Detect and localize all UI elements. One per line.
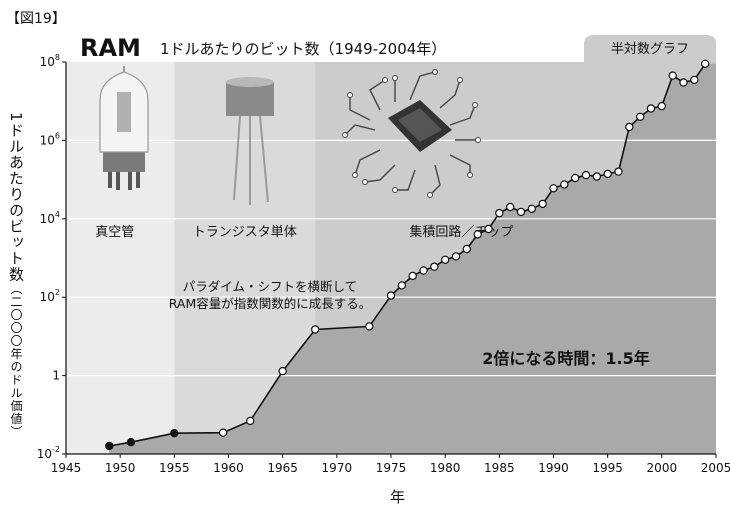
y-axis-ticks: 10-2 1 102 104 106 108 <box>37 53 66 461</box>
x-tick-label: 1980 <box>430 461 461 475</box>
transistor-icon <box>226 77 274 205</box>
data-point <box>473 230 482 239</box>
scale-tag: 半対数グラフ <box>584 35 716 62</box>
y-axis-label-text: 1ドルあたりのビット数 <box>7 112 25 283</box>
data-point <box>690 75 699 85</box>
data-point <box>614 167 623 176</box>
x-tick-label: 1970 <box>322 461 353 475</box>
y-tick-label: 10-2 <box>37 445 60 461</box>
era-label: 真空管 <box>95 225 134 240</box>
data-point <box>386 291 396 300</box>
data-point <box>581 170 591 180</box>
x-tick-label: 1945 <box>51 461 82 475</box>
data-point <box>484 224 493 234</box>
data-point <box>538 199 547 209</box>
scale-tag-bg <box>584 35 716 62</box>
data-point <box>278 366 287 376</box>
data-point <box>462 244 471 254</box>
y-tick-label: 1 <box>52 369 60 383</box>
data-point <box>646 104 656 113</box>
data-point <box>170 429 179 438</box>
data-point <box>397 281 406 290</box>
x-tick-label: 1995 <box>592 461 623 475</box>
data-point <box>408 271 417 281</box>
data-point <box>592 172 602 181</box>
x-tick-label: 1950 <box>105 461 136 475</box>
y-tick-label: 102 <box>40 288 60 304</box>
doubling-time-callout: 2倍になる時間：1.5年 <box>482 349 649 368</box>
data-point <box>311 325 320 334</box>
annotation-line-1: パラダイム・シフトを横断して <box>183 279 357 294</box>
chart-subtitle: 1ドルあたりのビット数（1949-2004年） <box>160 40 447 58</box>
figure-label: 【図19】 <box>6 11 66 27</box>
data-point <box>419 266 428 275</box>
data-point <box>245 416 255 426</box>
data-point <box>668 71 677 80</box>
data-point <box>657 101 667 111</box>
y-tick-label: 104 <box>40 210 60 226</box>
data-point <box>679 78 688 87</box>
data-point <box>516 207 526 217</box>
data-point <box>636 112 645 122</box>
data-point <box>495 208 504 218</box>
x-tick-label: 1955 <box>159 461 190 475</box>
era-label: トランジスタ単体 <box>193 224 297 240</box>
data-point <box>506 202 515 212</box>
chip-icon <box>342 69 481 198</box>
x-tick-label: 1965 <box>267 461 298 475</box>
chart-title: RAM <box>80 34 141 62</box>
data-point <box>560 180 569 189</box>
x-axis-ticks: 1945 1950 1955 1960 1965 1970 1975 1980 1985 1990… <box>51 454 730 475</box>
data-series <box>105 59 710 451</box>
data-point <box>105 441 114 451</box>
data-point <box>701 59 710 69</box>
data-point <box>126 438 136 447</box>
area-fill <box>109 63 717 455</box>
data-point <box>430 262 439 271</box>
data-area <box>109 63 717 455</box>
y-tick-label: 108 <box>40 53 60 69</box>
x-axis-label: 年 <box>390 488 406 506</box>
data-point <box>571 173 580 183</box>
data-point <box>527 204 537 213</box>
x-tick-label: 2005 <box>701 461 730 475</box>
era-label: 集積回路／チップ <box>409 224 513 240</box>
data-point <box>451 252 461 261</box>
x-tick-label: 2000 <box>647 461 678 475</box>
data-point <box>549 184 558 193</box>
vacuum-tube-icon <box>99 66 149 190</box>
y-axis-unit: （二〇〇〇年のドル価値） <box>9 282 23 439</box>
data-point <box>625 122 634 132</box>
grid-lines <box>66 139 716 377</box>
annotation: パラダイム・シフトを横断して RAM容量が指数関数的に成長する。 <box>169 279 372 311</box>
scale-tag-label: 半対数グラフ <box>611 42 689 57</box>
x-tick-label: 1985 <box>484 461 515 475</box>
x-tick-label: 1960 <box>213 461 244 475</box>
annotation-line-2: RAM容量が指数関数的に成長する。 <box>169 296 372 311</box>
data-point <box>603 169 612 179</box>
axes <box>65 62 716 455</box>
data-point <box>441 255 450 264</box>
y-axis-label: 1ドルあたりのビット数（二〇〇〇年のドル価値） <box>6 112 27 439</box>
x-tick-label: 1990 <box>538 461 569 475</box>
data-point <box>365 322 374 331</box>
x-tick-label: 1975 <box>376 461 407 475</box>
data-point <box>218 428 228 437</box>
y-tick-label: 106 <box>40 131 60 147</box>
